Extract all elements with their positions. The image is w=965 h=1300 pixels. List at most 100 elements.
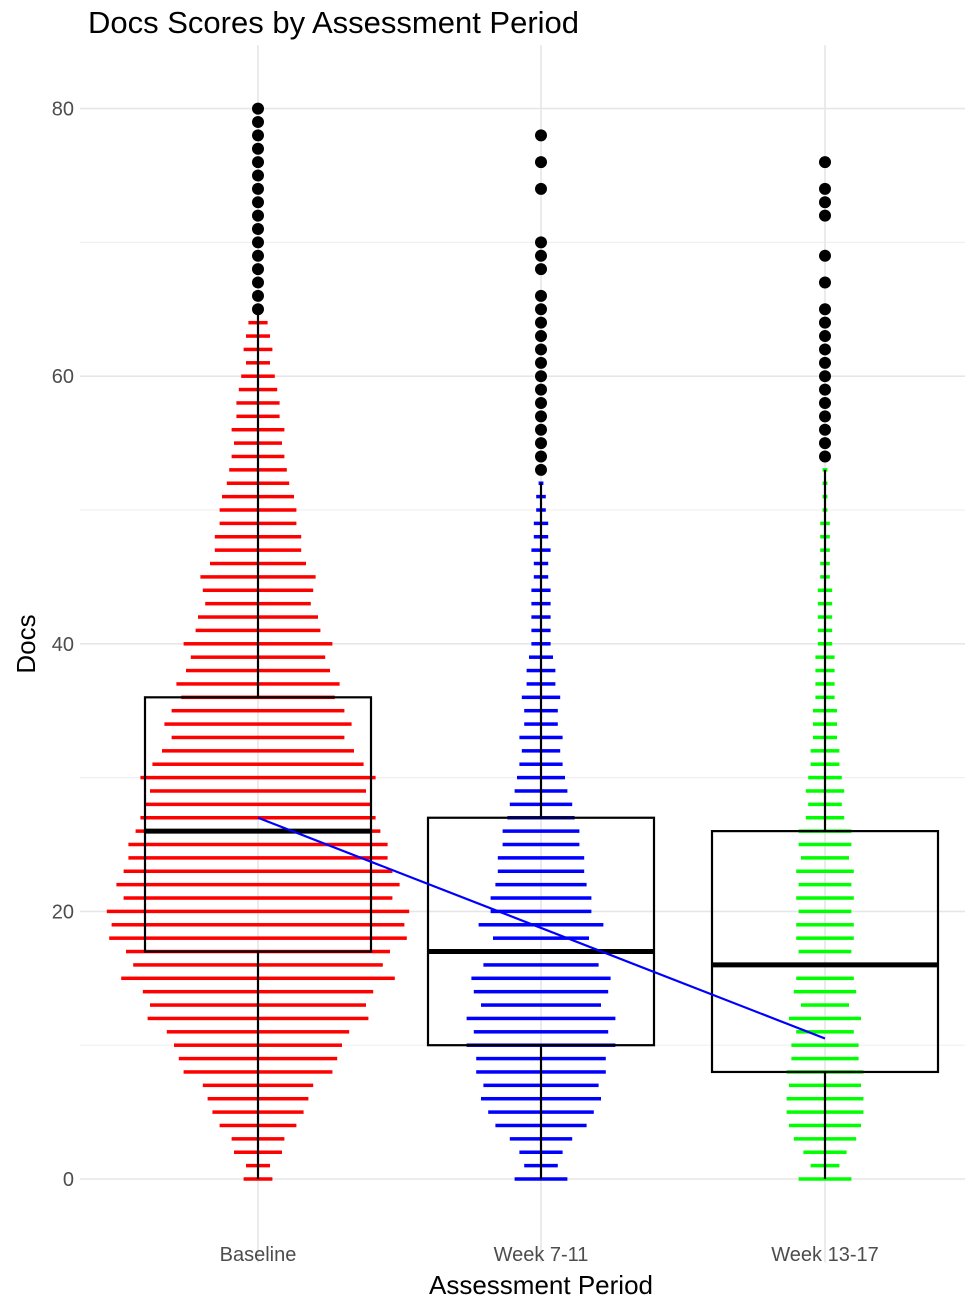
outlier-point xyxy=(819,276,831,289)
outlier-point xyxy=(252,156,264,169)
dot-row xyxy=(801,856,849,860)
dot-row xyxy=(140,775,376,780)
outlier-point xyxy=(535,423,547,436)
x-tick-label: Baseline xyxy=(220,1244,297,1266)
outlier-point xyxy=(252,182,264,195)
outlier-points xyxy=(252,102,831,476)
dot-row xyxy=(493,936,589,940)
outlier-point xyxy=(535,303,547,316)
dot-row xyxy=(490,896,592,900)
dot-row xyxy=(796,936,854,940)
dot-row xyxy=(128,856,388,860)
outlier-point xyxy=(819,303,831,316)
dot-row xyxy=(789,1016,861,1021)
outlier-point xyxy=(819,196,831,209)
dot-row xyxy=(796,923,854,927)
outlier-point xyxy=(819,370,831,383)
dot-row xyxy=(796,869,854,874)
x-tick-labels: Baseline Week 7-11 Week 13-17 xyxy=(220,1244,879,1266)
dot-row xyxy=(793,989,857,994)
dot-row xyxy=(796,1030,854,1034)
box xyxy=(426,816,656,1047)
outlier-point xyxy=(252,196,264,209)
outlier-point xyxy=(252,209,264,222)
y-tick-label: 0 xyxy=(63,1169,74,1191)
dot-row xyxy=(111,923,405,927)
outlier-point xyxy=(535,410,547,423)
dot-row xyxy=(502,829,580,833)
grid-lines xyxy=(80,45,965,1263)
outlier-point xyxy=(819,209,831,222)
outlier-point xyxy=(252,169,264,182)
outlier-point xyxy=(252,115,264,128)
outlier-point xyxy=(535,156,547,169)
outlier-point xyxy=(252,223,264,236)
outlier-point xyxy=(252,276,264,289)
outlier-point xyxy=(535,437,547,450)
dot-row xyxy=(152,762,364,766)
dot-row xyxy=(145,802,371,807)
outlier-point xyxy=(535,396,547,409)
outlier-point xyxy=(535,343,547,356)
dot-row xyxy=(481,1003,601,1007)
dot-stacks xyxy=(106,320,864,1181)
outlier-point xyxy=(819,316,831,329)
box xyxy=(710,830,940,1074)
y-tick-labels: 0 20 40 60 80 xyxy=(52,99,74,1191)
dot-row xyxy=(150,789,366,793)
x-tick-label: Week 7-11 xyxy=(494,1244,589,1266)
outlier-point xyxy=(819,450,831,463)
dot-row xyxy=(801,1003,849,1007)
dot-row xyxy=(116,882,400,887)
dot-row xyxy=(123,896,393,900)
outlier-point xyxy=(819,249,831,262)
dot-row xyxy=(171,735,345,740)
dot-row xyxy=(791,1056,859,1061)
y-tick-label: 20 xyxy=(52,901,74,923)
outlier-point xyxy=(535,383,547,396)
dot-row xyxy=(796,976,854,981)
dot-row xyxy=(128,842,388,847)
y-tick-label: 40 xyxy=(52,634,74,656)
outlier-point xyxy=(819,383,831,396)
dot-row xyxy=(473,1030,609,1034)
x-tick-label: Week 13-17 xyxy=(771,1244,878,1266)
outlier-point xyxy=(535,316,547,329)
outlier-point xyxy=(252,303,264,316)
outlier-point xyxy=(819,182,831,195)
outlier-point xyxy=(252,129,264,142)
outlier-point xyxy=(252,142,264,155)
outlier-point xyxy=(535,450,547,463)
outlier-point xyxy=(252,263,264,276)
x-axis-title: Assessment Period xyxy=(429,1270,653,1300)
y-axis-title: Docs xyxy=(11,614,41,673)
chart-title: Docs Scores by Assessment Period xyxy=(88,5,579,40)
outlier-point xyxy=(535,289,547,302)
outlier-point xyxy=(819,156,831,169)
y-tick-label: 60 xyxy=(52,366,74,388)
outlier-point xyxy=(252,249,264,262)
dot-row xyxy=(478,923,604,927)
outlier-point xyxy=(819,423,831,436)
dot-row xyxy=(796,896,854,900)
dot-row xyxy=(798,909,852,914)
dot-row xyxy=(164,722,352,726)
dot-row xyxy=(502,842,580,847)
dot-row xyxy=(495,882,587,887)
dot-row xyxy=(162,749,354,753)
dot-row xyxy=(471,976,611,981)
dot-row xyxy=(798,949,852,954)
outlier-point xyxy=(252,102,264,115)
y-tick-label: 80 xyxy=(52,99,74,121)
outlier-point xyxy=(819,410,831,423)
outlier-point xyxy=(535,330,547,343)
outlier-point xyxy=(819,396,831,409)
dot-row xyxy=(106,909,410,914)
dot-row xyxy=(798,882,852,887)
outlier-point xyxy=(535,129,547,142)
outlier-point xyxy=(252,236,264,249)
dot-row xyxy=(123,869,393,874)
boxes xyxy=(143,696,940,1074)
dot-row xyxy=(490,909,592,914)
